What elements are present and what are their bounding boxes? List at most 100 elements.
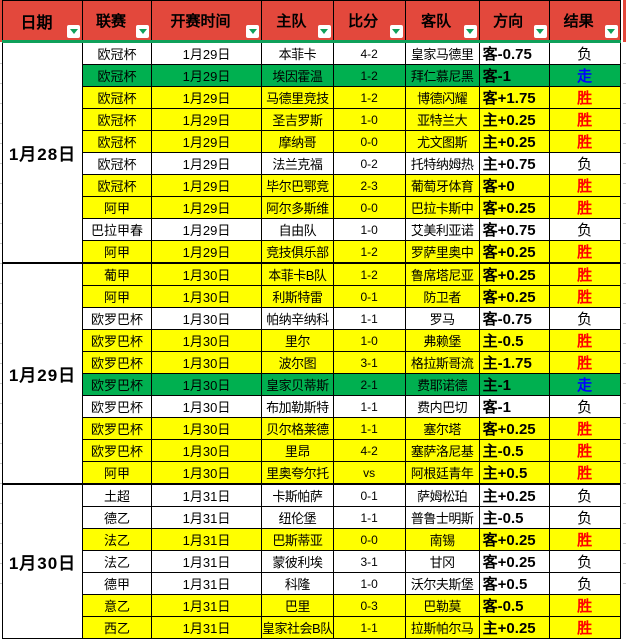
- direction-cell[interactable]: 客-0.75: [478, 307, 550, 330]
- direction-cell[interactable]: 客+1.75: [478, 86, 550, 109]
- score-cell[interactable]: 1-1: [332, 307, 406, 330]
- time-cell[interactable]: 1月29日: [151, 174, 262, 197]
- score-cell[interactable]: 1-1: [332, 506, 406, 529]
- league-cell[interactable]: 土超: [82, 483, 152, 507]
- filter-dropdown-icon[interactable]: [463, 25, 477, 38]
- result-cell[interactable]: 负: [548, 506, 621, 529]
- league-cell[interactable]: 欧冠杯: [82, 86, 152, 109]
- league-cell[interactable]: 欧罗巴杯: [82, 351, 152, 374]
- away-cell[interactable]: 弗赖堡: [404, 329, 480, 352]
- time-cell[interactable]: 1月29日: [151, 240, 262, 264]
- score-cell[interactable]: 2-1: [332, 373, 406, 396]
- score-cell[interactable]: 2-3: [332, 174, 406, 197]
- home-cell[interactable]: 布加勒斯特: [261, 395, 334, 418]
- league-cell[interactable]: 阿甲: [82, 461, 152, 485]
- direction-cell[interactable]: 主+0.25: [478, 130, 550, 153]
- away-cell[interactable]: 费耶诺德: [404, 373, 480, 396]
- direction-cell[interactable]: 客+0.25: [478, 528, 550, 551]
- away-cell[interactable]: 甘冈: [404, 550, 480, 573]
- direction-cell[interactable]: 客-0.75: [478, 41, 550, 65]
- result-cell[interactable]: 负: [548, 218, 621, 241]
- league-cell[interactable]: 欧罗巴杯: [82, 417, 152, 440]
- score-cell[interactable]: 0-3: [332, 594, 406, 617]
- score-cell[interactable]: 1-0: [332, 572, 406, 595]
- league-cell[interactable]: 葡甲: [82, 262, 152, 286]
- score-cell[interactable]: 3-1: [332, 351, 406, 374]
- league-cell[interactable]: 欧罗巴杯: [82, 329, 152, 352]
- home-cell[interactable]: 摩纳哥: [261, 130, 334, 153]
- home-cell[interactable]: 蒙彼利埃: [261, 550, 334, 573]
- league-cell[interactable]: 法乙: [82, 550, 152, 573]
- result-cell[interactable]: 负: [548, 395, 621, 418]
- away-cell[interactable]: 塞萨洛尼基: [404, 439, 480, 462]
- time-cell[interactable]: 1月31日: [151, 594, 262, 617]
- result-cell[interactable]: 负: [548, 550, 621, 573]
- time-cell[interactable]: 1月29日: [151, 196, 262, 219]
- score-cell[interactable]: 4-2: [332, 41, 406, 65]
- away-cell[interactable]: 拉斯帕尔马: [404, 616, 480, 639]
- league-cell[interactable]: 阿甲: [82, 240, 152, 264]
- league-cell[interactable]: 巴拉甲春: [82, 218, 152, 241]
- result-cell[interactable]: 走: [548, 64, 621, 87]
- score-cell[interactable]: 0-1: [332, 483, 406, 507]
- home-cell[interactable]: 皇家贝蒂斯: [261, 373, 334, 396]
- result-cell[interactable]: 胜: [548, 616, 621, 639]
- filter-dropdown-icon[interactable]: [604, 25, 618, 38]
- home-cell[interactable]: 巴斯蒂亚: [261, 528, 334, 551]
- result-cell[interactable]: 走: [548, 373, 621, 396]
- direction-cell[interactable]: 客+0.25: [478, 240, 550, 264]
- time-cell[interactable]: 1月31日: [151, 528, 262, 551]
- header-time[interactable]: 开赛时间: [151, 0, 262, 43]
- home-cell[interactable]: 圣吉罗斯: [261, 108, 334, 131]
- result-cell[interactable]: 胜: [548, 528, 621, 551]
- home-cell[interactable]: 自由队: [261, 218, 334, 241]
- home-cell[interactable]: 埃因霍温: [261, 64, 334, 87]
- home-cell[interactable]: 卡斯帕萨: [261, 483, 334, 507]
- date-group-cell[interactable]: 1月30日: [2, 483, 83, 639]
- home-cell[interactable]: 法兰克福: [261, 152, 334, 175]
- header-date[interactable]: 日期: [2, 0, 83, 43]
- home-cell[interactable]: 毕尔巴鄂竞: [261, 174, 334, 197]
- result-cell[interactable]: 负: [548, 152, 621, 175]
- time-cell[interactable]: 1月29日: [151, 108, 262, 131]
- result-cell[interactable]: 胜: [548, 130, 621, 153]
- away-cell[interactable]: 博德闪耀: [404, 86, 480, 109]
- time-cell[interactable]: 1月29日: [151, 86, 262, 109]
- home-cell[interactable]: 巴里: [261, 594, 334, 617]
- league-cell[interactable]: 欧冠杯: [82, 108, 152, 131]
- result-cell[interactable]: 胜: [548, 417, 621, 440]
- score-cell[interactable]: 3-1: [332, 550, 406, 573]
- result-cell[interactable]: 负: [548, 307, 621, 330]
- time-cell[interactable]: 1月30日: [151, 439, 262, 462]
- away-cell[interactable]: 费内巴切: [404, 395, 480, 418]
- league-cell[interactable]: 欧罗巴杯: [82, 307, 152, 330]
- direction-cell[interactable]: 客+0.25: [478, 196, 550, 219]
- date-group-cell[interactable]: 1月29日: [2, 262, 83, 485]
- league-cell[interactable]: 阿甲: [82, 196, 152, 219]
- direction-cell[interactable]: 客+0.5: [478, 572, 550, 595]
- league-cell[interactable]: 欧冠杯: [82, 152, 152, 175]
- time-cell[interactable]: 1月29日: [151, 64, 262, 87]
- time-cell[interactable]: 1月30日: [151, 329, 262, 352]
- away-cell[interactable]: 格拉斯哥流: [404, 351, 480, 374]
- away-cell[interactable]: 阿根廷青年: [404, 461, 480, 485]
- time-cell[interactable]: 1月30日: [151, 373, 262, 396]
- home-cell[interactable]: 科隆: [261, 572, 334, 595]
- filter-dropdown-icon[interactable]: [246, 25, 259, 38]
- time-cell[interactable]: 1月30日: [151, 395, 262, 418]
- direction-cell[interactable]: 客+0.25: [478, 550, 550, 573]
- result-cell[interactable]: 胜: [548, 351, 621, 374]
- league-cell[interactable]: 德乙: [82, 506, 152, 529]
- score-cell[interactable]: 0-0: [332, 528, 406, 551]
- score-cell[interactable]: 0-0: [332, 196, 406, 219]
- filter-dropdown-icon[interactable]: [67, 25, 80, 38]
- league-cell[interactable]: 欧罗巴杯: [82, 373, 152, 396]
- league-cell[interactable]: 德甲: [82, 572, 152, 595]
- score-cell[interactable]: 1-2: [332, 262, 406, 286]
- away-cell[interactable]: 艾美利亚诺: [404, 218, 480, 241]
- header-home[interactable]: 主队: [261, 0, 334, 43]
- away-cell[interactable]: 南锡: [404, 528, 480, 551]
- direction-cell[interactable]: 主+0.25: [478, 483, 550, 507]
- direction-cell[interactable]: 客+0.25: [478, 417, 550, 440]
- result-cell[interactable]: 胜: [548, 594, 621, 617]
